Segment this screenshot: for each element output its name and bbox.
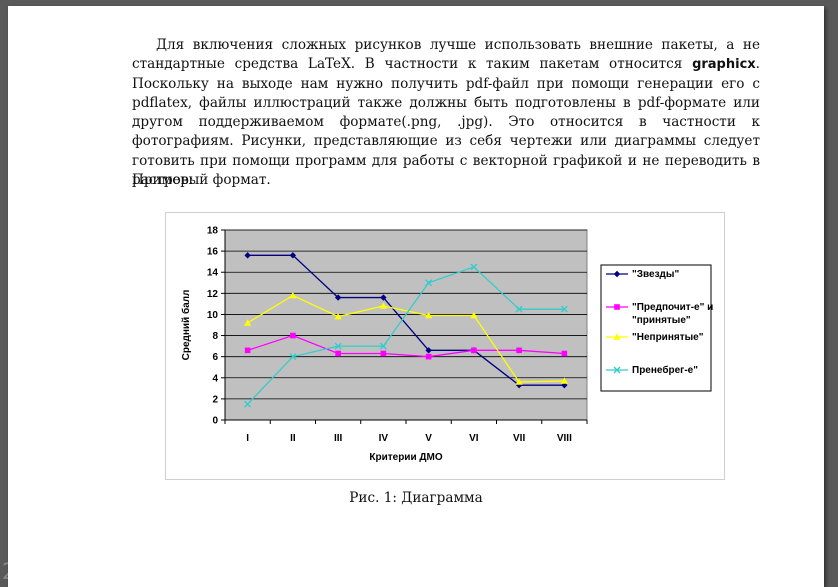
x-tick-label: VIII — [557, 433, 572, 444]
y-tick-label: 0 — [212, 416, 218, 427]
x-tick-label: II — [290, 433, 296, 444]
data-point — [244, 319, 252, 326]
data-point — [470, 263, 478, 271]
x-axis-title: Критерии ДМО — [369, 452, 442, 463]
legend-label: "Предпочит-е" и "принятые" — [632, 302, 713, 326]
legend-label: Пренебрег-е" — [632, 364, 698, 376]
figure-caption: Рис. 1: Диаграмма — [349, 490, 483, 506]
y-tick-label: 10 — [207, 310, 219, 321]
legend-marker — [613, 366, 621, 374]
legend-marker — [614, 304, 620, 310]
data-point — [379, 342, 387, 350]
x-tick-label: V — [425, 433, 432, 444]
data-point — [334, 312, 342, 320]
package-name: graphicx — [692, 57, 756, 73]
data-point — [471, 347, 477, 354]
data-point — [516, 347, 522, 354]
series-line-4 — [247, 266, 565, 405]
y-tick-label: 12 — [207, 289, 219, 300]
data-point — [335, 350, 341, 357]
data-point — [290, 332, 296, 339]
y-tick-label: 14 — [207, 268, 219, 279]
data-point — [561, 350, 568, 357]
x-tick-label: VII — [513, 433, 525, 444]
document-page: Для включения сложных рисунков лучше исп… — [8, 6, 824, 587]
legend-label: "Звезды" — [632, 269, 679, 280]
data-point — [425, 347, 432, 354]
chart-figure: 0 2 4 6 8 10 12 14 16 18 I II III IV V VI VII VIII Критери… — [165, 212, 725, 480]
paragraph-text-2: . Поскольку на выходе нам нужно получить… — [132, 56, 760, 189]
x-tick-label: III — [334, 433, 343, 444]
data-point — [289, 291, 297, 299]
x-tick-label: VI — [469, 433, 479, 444]
y-tick-label: 2 — [212, 394, 218, 405]
legend-marker — [613, 333, 621, 340]
series-line-3 — [247, 294, 565, 383]
series-line-2 — [247, 334, 565, 358]
data-point — [380, 350, 387, 357]
x-tick-label: IV — [379, 433, 389, 444]
y-tick-label: 6 — [212, 352, 218, 363]
data-point — [560, 305, 568, 313]
data-point — [244, 347, 251, 354]
data-point — [560, 377, 568, 384]
legend-marker — [613, 270, 621, 278]
data-point — [425, 353, 432, 360]
data-point — [425, 311, 433, 319]
data-point — [379, 302, 387, 309]
y-tick-label: 4 — [212, 373, 218, 384]
data-point — [244, 400, 252, 408]
data-point — [289, 353, 297, 361]
y-tick-label: 8 — [212, 331, 218, 342]
body-paragraph: Для включения сложных рисунков лучше исп… — [132, 36, 760, 190]
example-label: Пример: — [132, 172, 194, 188]
data-point — [515, 305, 523, 313]
y-tick-label: 16 — [207, 247, 219, 258]
data-point — [244, 252, 251, 259]
data-point — [289, 252, 297, 259]
series-line-1 — [247, 254, 565, 386]
data-point — [334, 342, 342, 350]
data-point — [334, 294, 342, 301]
y-axis-title: Средний балл — [180, 290, 192, 361]
data-point — [470, 311, 478, 319]
data-point — [380, 294, 387, 301]
legend-label: "Непринятые" — [632, 332, 704, 343]
paragraph-text-1: Для включения сложных рисунков лучше исп… — [132, 37, 760, 73]
y-tick-label: 18 — [207, 226, 219, 237]
plot-area — [224, 229, 588, 421]
x-tick-label: I — [246, 433, 249, 444]
data-point — [425, 279, 433, 287]
data-point — [515, 378, 523, 385]
